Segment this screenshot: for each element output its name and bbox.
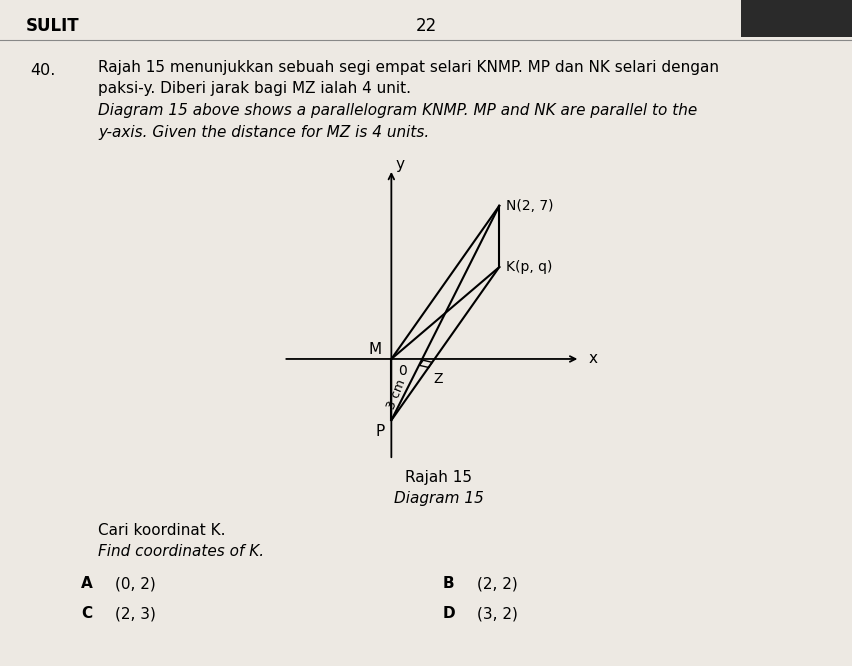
Text: A: A — [81, 576, 93, 591]
Text: (2, 3): (2, 3) — [115, 606, 156, 621]
Text: SULIT: SULIT — [26, 17, 79, 35]
Text: 22: 22 — [416, 17, 436, 35]
Text: K(p, q): K(p, q) — [506, 260, 552, 274]
Text: Find coordinates of K.: Find coordinates of K. — [98, 544, 264, 559]
Text: Rajah 15 menunjukkan sebuah segi empat selari KNMP. MP dan NK selari dengan: Rajah 15 menunjukkan sebuah segi empat s… — [98, 60, 719, 75]
Text: y-axis. Given the distance for MZ is 4 units.: y-axis. Given the distance for MZ is 4 u… — [98, 125, 429, 140]
Text: Rajah 15: Rajah 15 — [406, 470, 472, 485]
Text: N(2, 7): N(2, 7) — [506, 198, 553, 213]
Text: (3, 2): (3, 2) — [477, 606, 518, 621]
Text: C: C — [81, 606, 92, 621]
Text: Z: Z — [433, 372, 442, 386]
Text: (0, 2): (0, 2) — [115, 576, 156, 591]
Text: 40.: 40. — [30, 63, 55, 79]
Text: paksi-y. Diberi jarak bagi MZ ialah 4 unit.: paksi-y. Diberi jarak bagi MZ ialah 4 un… — [98, 81, 411, 97]
Text: 0: 0 — [398, 364, 406, 378]
Text: B: B — [443, 576, 455, 591]
Text: Diagram 15: Diagram 15 — [394, 491, 484, 506]
Text: Diagram 15 above shows a parallelogram KNMP. MP and NK are parallel to the: Diagram 15 above shows a parallelogram K… — [98, 103, 697, 119]
Text: D: D — [443, 606, 456, 621]
Text: x: x — [588, 352, 597, 366]
Text: 3 cm: 3 cm — [384, 377, 408, 411]
Text: (2, 2): (2, 2) — [477, 576, 518, 591]
Text: Cari koordinat K.: Cari koordinat K. — [98, 523, 226, 538]
Text: M: M — [369, 342, 382, 356]
Text: P: P — [376, 424, 385, 439]
Text: y: y — [395, 157, 405, 172]
